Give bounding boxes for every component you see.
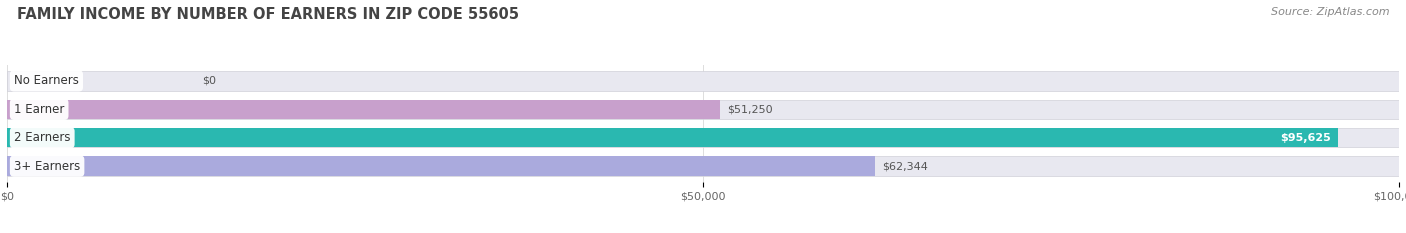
Bar bbox=[7, 156, 875, 176]
Bar bbox=[7, 156, 1399, 176]
Bar bbox=[7, 128, 1339, 147]
Bar bbox=[7, 100, 1399, 119]
Text: $51,250: $51,250 bbox=[727, 104, 773, 114]
Text: 1 Earner: 1 Earner bbox=[14, 103, 65, 116]
Text: 2 Earners: 2 Earners bbox=[14, 131, 70, 144]
Text: No Earners: No Earners bbox=[14, 74, 79, 87]
Bar bbox=[7, 128, 1399, 147]
Text: $0: $0 bbox=[202, 76, 217, 86]
Text: Source: ZipAtlas.com: Source: ZipAtlas.com bbox=[1271, 7, 1389, 17]
Text: FAMILY INCOME BY NUMBER OF EARNERS IN ZIP CODE 55605: FAMILY INCOME BY NUMBER OF EARNERS IN ZI… bbox=[17, 7, 519, 22]
Text: $95,625: $95,625 bbox=[1281, 133, 1331, 143]
Text: $62,344: $62,344 bbox=[882, 161, 928, 171]
Bar bbox=[7, 100, 720, 119]
Text: 3+ Earners: 3+ Earners bbox=[14, 160, 80, 173]
Bar bbox=[7, 71, 1399, 91]
